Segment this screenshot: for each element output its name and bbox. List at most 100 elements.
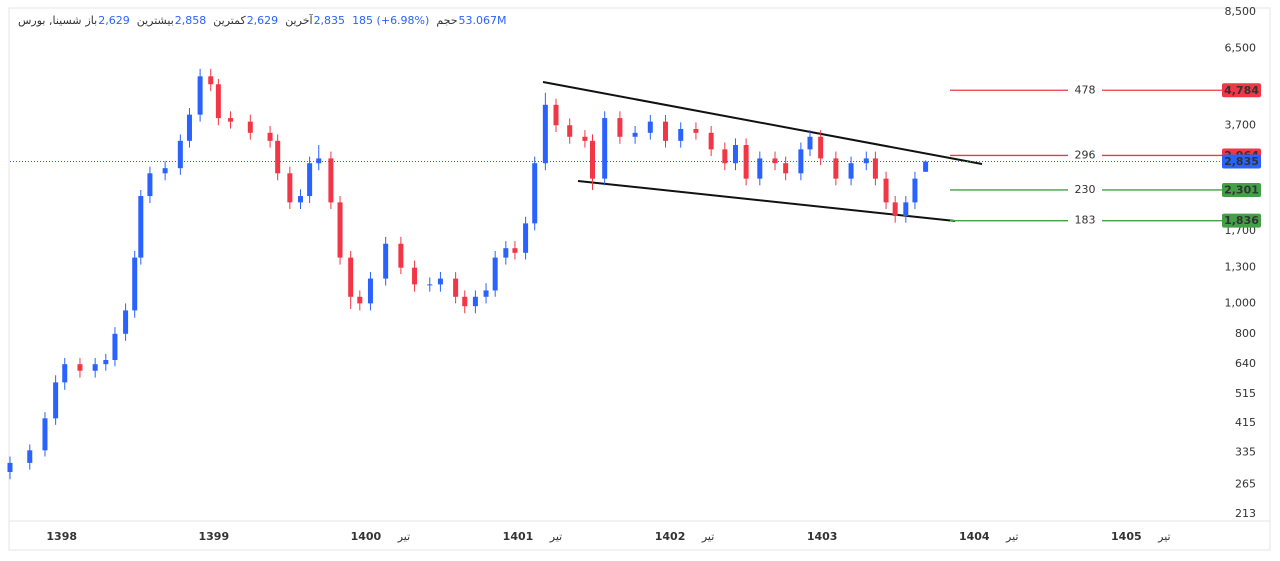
- price-box: [1222, 182, 1261, 197]
- candle-body: [27, 450, 33, 463]
- candle-body: [532, 163, 538, 224]
- candle-body: [42, 418, 48, 451]
- frame: [8, 7, 1271, 551]
- header-value: 185 (+6.98%): [352, 14, 430, 27]
- y-tick-label: 6,500: [1225, 42, 1257, 55]
- x-tick-label: تیر: [549, 530, 562, 543]
- x-tick-label: 1399: [198, 530, 229, 543]
- candle-body: [892, 202, 898, 217]
- header-item: کمترین 2,629: [213, 14, 278, 27]
- x-tick-label: 1398: [46, 530, 77, 543]
- y-tick-label: 265: [1235, 477, 1256, 490]
- candle-body: [483, 290, 489, 297]
- candle-body: [708, 132, 714, 150]
- candle-body: [427, 284, 433, 286]
- candle-body: [162, 168, 168, 174]
- x-tick-label: 1402: [655, 530, 686, 543]
- candle-body: [647, 121, 653, 133]
- candle-body: [743, 145, 749, 179]
- candle-body: [103, 359, 109, 365]
- candle-body: [123, 310, 129, 334]
- trend-line-upper: [542, 81, 983, 165]
- header-label: حجم: [436, 14, 458, 27]
- header-item: باز 2,629: [86, 14, 130, 27]
- candle-body: [275, 140, 281, 174]
- last-price-box: [1222, 154, 1261, 169]
- candle-body: [833, 158, 839, 179]
- y-tick-label: 8,500: [1225, 5, 1257, 18]
- candle-body: [138, 196, 144, 258]
- candle-body: [912, 178, 918, 203]
- last-price-label: 2,835: [1224, 155, 1259, 168]
- candle-body: [472, 296, 478, 307]
- x-tick-label: تیر: [701, 530, 714, 543]
- x-tick-label: 1403: [807, 530, 838, 543]
- y-tick-label: 335: [1235, 445, 1256, 458]
- candle-body: [567, 125, 573, 137]
- level-label: 230: [1075, 183, 1096, 196]
- candle-body: [617, 118, 623, 137]
- candle-body: [297, 196, 303, 203]
- header-label: کمترین: [213, 14, 246, 27]
- candle-body: [542, 104, 548, 164]
- candle-body: [807, 136, 813, 150]
- header-item: 185 (+6.98%): [352, 14, 429, 27]
- candle-body: [772, 158, 778, 164]
- level-label: 183: [1075, 214, 1096, 227]
- candle-body: [367, 278, 373, 304]
- candle-body: [247, 121, 253, 133]
- candle-body: [693, 128, 699, 133]
- header-label: بیشترین: [136, 14, 174, 27]
- candle-body: [492, 257, 498, 291]
- x-tick-label: 1401: [503, 530, 534, 543]
- header-item: آخرین 2,835: [285, 14, 345, 27]
- candle-body: [602, 118, 608, 179]
- header-value: 2,629: [246, 14, 279, 27]
- candle-body: [632, 132, 638, 137]
- price-box: [1222, 83, 1261, 98]
- candle-body: [757, 158, 763, 179]
- header: شسینا, بورس باز 2,629 بیشترین 2,858 کمترین 2,…: [18, 14, 510, 27]
- candle-body: [818, 136, 824, 159]
- candle-body: [177, 140, 183, 169]
- y-tick-label: 3,700: [1225, 118, 1257, 131]
- x-tick-label: 1404: [959, 530, 990, 543]
- candle-body: [523, 223, 529, 253]
- candle-body: [872, 158, 878, 179]
- candle-body: [437, 278, 443, 285]
- header-value: 2,858: [174, 14, 207, 27]
- header-item: بیشترین 2,858: [137, 14, 207, 27]
- candle-body: [228, 118, 234, 122]
- header-label: باز: [85, 14, 98, 27]
- level-label: 478: [1075, 83, 1096, 96]
- candle-body: [590, 140, 596, 179]
- candle-body: [722, 149, 728, 164]
- trend-line-lower: [577, 180, 956, 222]
- y-tick-label: 515: [1235, 387, 1256, 400]
- candle-body: [357, 296, 363, 304]
- candle-body: [503, 248, 509, 258]
- candle-body: [453, 278, 459, 297]
- candle-body: [383, 243, 389, 279]
- candle-body: [62, 364, 68, 383]
- candle-body: [147, 173, 153, 197]
- candle-body: [316, 158, 322, 164]
- candle-body: [53, 382, 59, 419]
- y-tick-label: 640: [1235, 357, 1256, 370]
- price-box-label: 4,784: [1224, 84, 1259, 97]
- candle-body: [582, 136, 588, 141]
- x-tick-label: 1405: [1111, 530, 1142, 543]
- candle-body: [186, 114, 192, 141]
- price-box-label: 1,836: [1224, 214, 1259, 227]
- candle-body: [348, 257, 354, 297]
- candle-body: [923, 161, 929, 172]
- y-tick-label: 1,000: [1225, 296, 1257, 309]
- candle-body: [863, 158, 869, 164]
- candle-body: [328, 158, 334, 203]
- header-value: 53.067M: [458, 14, 507, 27]
- y-tick-label: 213: [1235, 507, 1256, 520]
- candle-body: [267, 132, 273, 141]
- candle-body: [678, 128, 684, 141]
- y-tick-label: 415: [1235, 416, 1256, 429]
